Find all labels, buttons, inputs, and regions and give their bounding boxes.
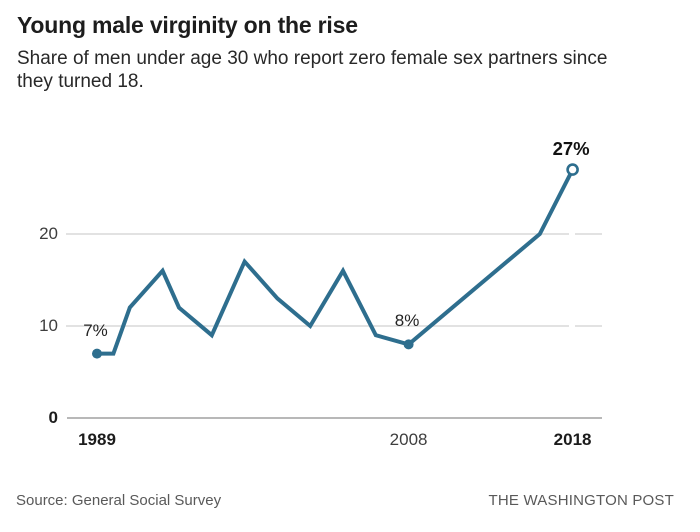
x-tick-label-2018: 2018	[553, 430, 592, 449]
marker-open-2018	[566, 163, 579, 176]
x-tick-label-2008: 2008	[389, 430, 428, 449]
data-line	[97, 168, 575, 356]
publisher-credit: THE WASHINGTON POST	[488, 492, 674, 509]
chart-subtitle-line2: they turned 18.	[17, 71, 144, 92]
source-note: Source: General Social Survey	[16, 492, 222, 509]
y-tick-label-0: 0	[48, 408, 58, 427]
chart-title: Young male virginity on the rise	[17, 12, 358, 38]
x-tick-label-1989: 1989	[78, 430, 116, 449]
annotation-27%: 27%	[552, 137, 590, 159]
marker-filled-1989	[92, 348, 102, 359]
y-tick-label-10: 10	[39, 316, 58, 335]
marker-filled-2008	[403, 339, 414, 350]
annotation-7%: 7%	[83, 320, 108, 340]
y-tick-label-20: 20	[39, 224, 58, 243]
chart-subtitle-line1: Share of men under age 30 who report zer…	[17, 48, 608, 69]
chart-subtitle: Share of men under age 30 who report zer…	[17, 47, 607, 93]
annotation-8%: 8%	[394, 311, 420, 331]
